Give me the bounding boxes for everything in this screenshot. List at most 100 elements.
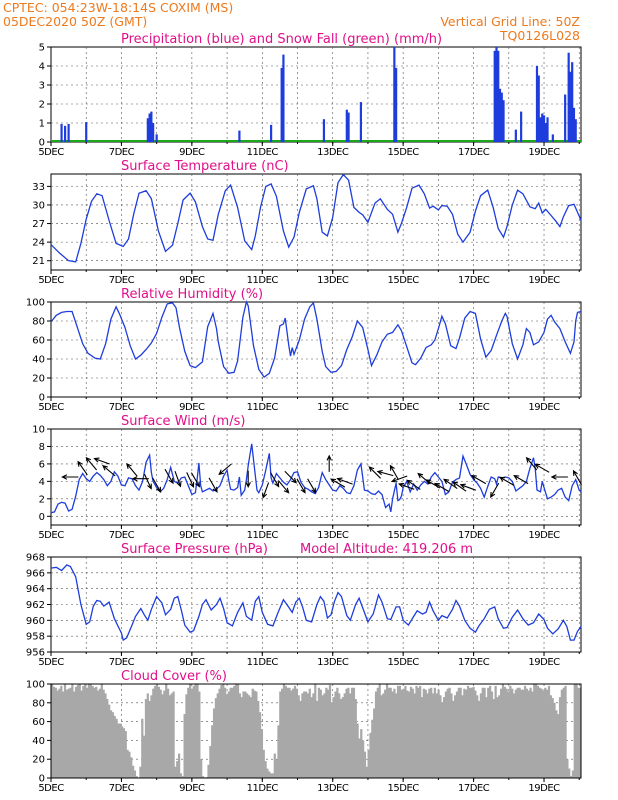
y-tick-label: 962 [26, 600, 45, 611]
cloud-cover-bar [258, 712, 262, 778]
cloud-cover-bar [441, 702, 444, 778]
precipitation-bar [564, 94, 567, 142]
cloud-cover-bar [371, 719, 374, 778]
cloud-cover-bar [168, 695, 172, 778]
x-tick-label: 17DEC [458, 147, 490, 158]
cloud-cover-bar [269, 773, 273, 778]
precipitation-bar [495, 47, 498, 142]
x-tick-label: 11DEC [247, 147, 279, 158]
cloud-cover-bar [332, 697, 335, 778]
x-tick-label: 9DEC [179, 275, 205, 286]
cloud-cover-bar [472, 686, 475, 778]
cloud-cover-bar [120, 726, 124, 778]
precipitation-bar [551, 134, 554, 142]
y-tick-label: 20 [32, 755, 45, 766]
x-tick-label: 15DEC [388, 783, 420, 794]
precipitation-bar [497, 50, 500, 142]
cloud-cover-bar [163, 690, 166, 778]
rh-line [50, 300, 582, 379]
cloud-cover-bar [301, 693, 304, 778]
wind-vector-arrow [284, 470, 297, 484]
cloud-cover-bar [97, 690, 100, 778]
cloud-cover-bar [227, 691, 230, 778]
cloud-cover-bar [330, 702, 333, 778]
precipitation-bar [539, 117, 542, 142]
x-tick-label: 7DEC [109, 530, 135, 541]
cloud-cover-bar [95, 686, 98, 778]
cloud-cover-bar [389, 687, 392, 778]
cloud-cover-bar [457, 687, 460, 778]
x-tick-label: 7DEC [109, 657, 135, 668]
cloud-cover-bar [511, 688, 514, 778]
cloud-cover-bar [69, 687, 72, 778]
cloud-cover-bar [222, 684, 225, 778]
cloud-cover-bar [231, 687, 234, 778]
y-tick-label: 4 [39, 477, 45, 488]
cloud-cover-bar [463, 688, 466, 778]
cloud-cover-bar [362, 740, 365, 778]
wind-panel: 0 2 4 6 8 10 5DEC 7DEC 9DEC 11DEC 13DEC 15DEC 17DEC 1… [32, 414, 582, 541]
precipitation-bar [359, 102, 363, 142]
y-tick-label: 21 [32, 256, 45, 267]
cloud-cover-bar [373, 708, 376, 778]
cloud-cover-bar [542, 690, 545, 778]
cloud-cover-bar [255, 691, 258, 778]
precipitation-bar [493, 50, 496, 142]
cloud-cover-bar [58, 688, 61, 778]
cloud-cover-bar [62, 691, 65, 778]
y-tick-label: 1 [39, 119, 45, 130]
x-tick-label: 11DEC [247, 275, 279, 286]
wind-vector-arrow [245, 470, 251, 488]
cloud-cover-bar [308, 688, 311, 778]
cloud-cover-bar [220, 684, 223, 778]
cloud-cover-bar [223, 687, 227, 778]
cloud-cover-bar [306, 693, 310, 778]
cloud-cover-bar [249, 697, 252, 778]
cloud-cover-bar [577, 687, 580, 778]
wind-vector-arrow [390, 475, 408, 483]
cloud-cover-bar [102, 689, 105, 778]
cloud-cover-bar [106, 699, 109, 778]
cloud-cover-bar [196, 684, 199, 778]
cloud-cover-bar [108, 704, 111, 778]
cloud-cover-bar [262, 749, 265, 778]
cloud-cover-bar [343, 693, 346, 778]
x-tick-label: 19DEC [528, 783, 560, 794]
cloud-cover-bar [540, 688, 543, 778]
cloud-cover-bar [417, 687, 420, 778]
precipitation-bar [541, 113, 544, 142]
cloud-cover-bar [179, 773, 183, 778]
cloud-cover-bar [288, 687, 291, 778]
cloud-cover-bar [529, 687, 532, 778]
cloud-cover-bar [71, 684, 74, 778]
plot-frame-overlay [50, 683, 582, 779]
cloud-cover-bar [488, 685, 492, 778]
cloud-cover-bar [406, 690, 409, 778]
cloud-cover-bar [564, 685, 567, 778]
wind-vector-arrow [406, 479, 421, 490]
cloud-cover-bar [277, 725, 280, 778]
cloud-cover-bar [293, 685, 297, 778]
cloud-cover-bar [73, 691, 76, 778]
cloud-cover-bar [490, 691, 494, 778]
cloud-cover-bar [569, 776, 573, 778]
cloud-cover-bar [558, 697, 562, 778]
cloud-cover-bar [426, 693, 429, 778]
cloud-cover-bar [150, 695, 153, 778]
cloud-cover-bar [111, 712, 114, 778]
wind-vector-arrow [174, 471, 182, 488]
cloud-cover-bar [522, 689, 525, 778]
cloud-cover-bar [334, 691, 337, 778]
precipitation-bar [546, 117, 549, 142]
precipitation-bar [502, 100, 505, 142]
cloud-cover-bar [327, 689, 330, 778]
precip-panel: 0 1 2 3 4 5 5DEC 7DEC 9DEC 11DEC 13DEC 15DEC 17DEC 19… [38, 32, 582, 158]
cloud-cover-bar [505, 688, 508, 778]
cloud-cover-bar [547, 685, 551, 778]
cloud-cover-bar [80, 690, 83, 778]
y-tick-label: 20 [32, 374, 45, 385]
cloud-cover-bar [177, 753, 181, 778]
cloud-cover-bar [128, 751, 131, 778]
cloud-cover-bar [211, 725, 214, 778]
cloud-cover-bar [507, 691, 510, 778]
